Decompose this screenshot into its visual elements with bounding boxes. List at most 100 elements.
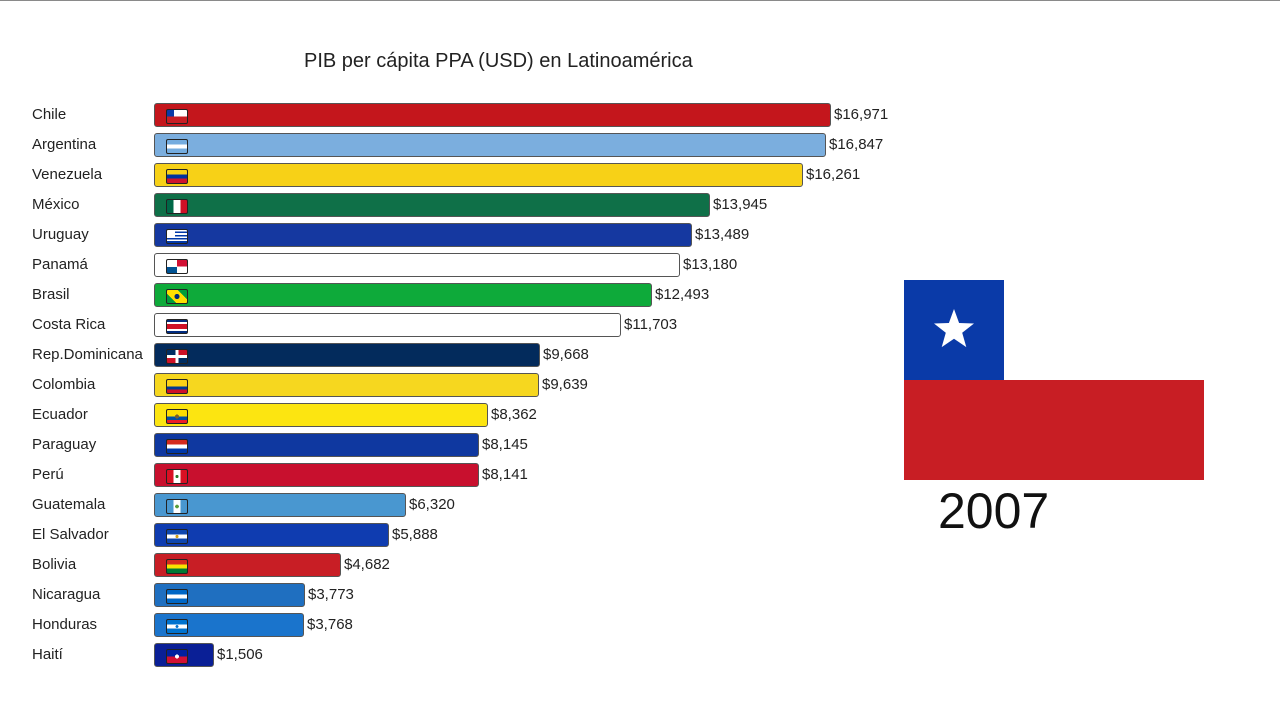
guatemala-flag-icon xyxy=(166,499,188,514)
bar xyxy=(154,253,680,277)
argentina-flag-icon xyxy=(166,139,188,154)
bar-row: Costa Rica $11,703 xyxy=(0,313,1280,339)
value-label: $8,362 xyxy=(491,406,537,423)
bar-row: Perú $8,141 xyxy=(0,463,1280,489)
bar-row: Venezuela $16,261 xyxy=(0,163,1280,189)
bar xyxy=(154,523,389,547)
bar-row: El Salvador $5,888 xyxy=(0,523,1280,549)
bar xyxy=(154,103,831,127)
category-label: Guatemala xyxy=(32,496,106,513)
leader-flag-white-band xyxy=(1004,280,1204,380)
venezuela-flag-icon xyxy=(166,169,188,184)
bar xyxy=(154,613,304,637)
category-label: Colombia xyxy=(32,376,96,393)
category-label: Panamá xyxy=(32,256,88,273)
value-label: $4,682 xyxy=(344,556,390,573)
chile-flag-icon xyxy=(904,280,1204,480)
year-label: 2007 xyxy=(938,483,1050,539)
category-label: Argentina xyxy=(32,136,97,153)
value-label: $9,668 xyxy=(543,346,589,363)
category-label: Ecuador xyxy=(32,406,88,423)
paraguay-flag-icon xyxy=(166,439,188,454)
value-label: $16,971 xyxy=(834,106,889,123)
bar xyxy=(154,403,488,427)
value-label: $13,489 xyxy=(695,226,750,243)
panama-flag-icon xyxy=(166,259,188,274)
value-label: $8,145 xyxy=(482,436,528,453)
peru-flag-icon xyxy=(166,469,188,484)
bar-row: Nicaragua $3,773 xyxy=(0,583,1280,609)
category-label: El Salvador xyxy=(32,526,109,543)
value-label: $3,768 xyxy=(307,616,353,633)
category-label: Brasil xyxy=(32,286,70,303)
bar-row: Paraguay $8,145 xyxy=(0,433,1280,459)
category-label: Chile xyxy=(32,106,67,123)
haiti-flag-icon xyxy=(166,649,188,664)
bar xyxy=(154,463,479,487)
category-label: Venezuela xyxy=(32,166,103,183)
value-label: $5,888 xyxy=(392,526,438,543)
brazil-flag-icon xyxy=(166,289,188,304)
category-label: Costa Rica xyxy=(32,316,106,333)
category-label: Paraguay xyxy=(32,436,97,453)
bar-row: Honduras $3,768 xyxy=(0,613,1280,639)
value-label: $16,261 xyxy=(806,166,861,183)
bar-row: Rep.Dominicana $9,668 xyxy=(0,343,1280,369)
value-label: $6,320 xyxy=(409,496,455,513)
bar-row: Chile $16,971 xyxy=(0,103,1280,129)
bar-row: Colombia $9,639 xyxy=(0,373,1280,399)
value-label: $16,847 xyxy=(829,136,884,153)
bar xyxy=(154,283,652,307)
bar xyxy=(154,133,826,157)
bar xyxy=(154,223,692,247)
category-label: Uruguay xyxy=(32,226,89,243)
bar-row: Bolivia $4,682 xyxy=(0,553,1280,579)
bar-row: Uruguay $13,489 xyxy=(0,223,1280,249)
category-label: Haití xyxy=(32,646,63,663)
uruguay-flag-icon xyxy=(166,229,188,244)
bar xyxy=(154,313,621,337)
bar xyxy=(154,163,803,187)
dominican-republic-flag-icon xyxy=(166,349,188,364)
value-label: $11,703 xyxy=(624,316,678,333)
category-label: Perú xyxy=(32,466,64,483)
bar xyxy=(154,583,305,607)
bolivia-flag-icon xyxy=(166,559,188,574)
el-salvador-flag-icon xyxy=(166,529,188,544)
category-label: México xyxy=(32,196,80,213)
value-label: $12,493 xyxy=(655,286,710,303)
bar xyxy=(154,373,539,397)
mexico-flag-icon xyxy=(166,199,188,214)
honduras-flag-icon xyxy=(166,619,188,634)
bar xyxy=(154,553,341,577)
value-label: $13,180 xyxy=(683,256,738,273)
nicaragua-flag-icon xyxy=(166,589,188,604)
bar xyxy=(154,433,479,457)
value-label: $13,945 xyxy=(713,196,768,213)
leader-flag-red-band xyxy=(904,380,1204,480)
bar xyxy=(154,493,406,517)
category-label: Bolivia xyxy=(32,556,77,573)
costa-rica-flag-icon xyxy=(166,319,188,334)
top-border-line xyxy=(0,0,1280,1)
bar xyxy=(154,643,214,667)
bar-row: México $13,945 xyxy=(0,193,1280,219)
category-label: Nicaragua xyxy=(32,586,101,603)
bar-row: Guatemala $6,320 xyxy=(0,493,1280,519)
bar-row: Argentina $16,847 xyxy=(0,133,1280,159)
chile-flag-icon xyxy=(166,109,188,124)
bar-row: Haití $1,506 xyxy=(0,643,1280,669)
colombia-flag-icon xyxy=(166,379,188,394)
value-label: $9,639 xyxy=(542,376,588,393)
leader-flag-star xyxy=(934,309,974,348)
ecuador-flag-icon xyxy=(166,409,188,424)
value-label: $8,141 xyxy=(482,466,528,483)
bar-row: Ecuador $8,362 xyxy=(0,403,1280,429)
chart-title: PIB per cápita PPA (USD) en Latinoaméric… xyxy=(304,50,693,72)
category-label: Honduras xyxy=(32,616,98,633)
category-label: Rep.Dominicana xyxy=(32,346,143,363)
bar xyxy=(154,193,710,217)
bar xyxy=(154,343,540,367)
value-label: $3,773 xyxy=(308,586,354,603)
